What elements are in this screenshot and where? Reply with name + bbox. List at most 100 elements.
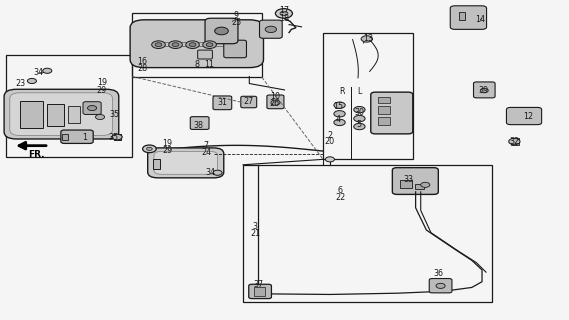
Text: 10: 10 bbox=[270, 92, 280, 101]
Text: 38: 38 bbox=[193, 121, 203, 130]
Circle shape bbox=[271, 100, 280, 105]
Text: 8: 8 bbox=[194, 60, 199, 69]
FancyBboxPatch shape bbox=[154, 151, 217, 174]
FancyBboxPatch shape bbox=[429, 278, 452, 293]
Text: 31: 31 bbox=[217, 98, 227, 107]
Text: 25: 25 bbox=[231, 19, 241, 28]
Text: 34: 34 bbox=[34, 68, 44, 77]
FancyBboxPatch shape bbox=[61, 130, 93, 143]
Text: 14: 14 bbox=[475, 15, 485, 24]
Text: 27: 27 bbox=[243, 97, 253, 106]
FancyBboxPatch shape bbox=[190, 117, 209, 129]
FancyBboxPatch shape bbox=[83, 102, 101, 115]
FancyBboxPatch shape bbox=[224, 40, 246, 58]
Text: 34: 34 bbox=[206, 168, 216, 177]
Text: 28: 28 bbox=[138, 64, 148, 73]
Circle shape bbox=[172, 43, 179, 47]
Bar bbox=[415, 184, 423, 189]
Bar bbox=[133, 13, 262, 76]
FancyBboxPatch shape bbox=[259, 20, 282, 38]
Text: 20: 20 bbox=[325, 137, 335, 146]
Text: 15: 15 bbox=[333, 102, 343, 111]
Text: 17: 17 bbox=[279, 6, 290, 15]
Text: 35: 35 bbox=[108, 133, 118, 142]
Bar bbox=[243, 165, 492, 302]
FancyBboxPatch shape bbox=[130, 20, 263, 68]
Circle shape bbox=[112, 134, 122, 140]
FancyBboxPatch shape bbox=[205, 18, 238, 44]
Text: FR.: FR. bbox=[28, 150, 44, 159]
Circle shape bbox=[436, 283, 445, 288]
FancyBboxPatch shape bbox=[10, 93, 113, 135]
Circle shape bbox=[275, 9, 292, 18]
Text: 16: 16 bbox=[138, 57, 147, 66]
Text: 21: 21 bbox=[250, 229, 260, 238]
Bar bbox=[62, 134, 68, 140]
FancyBboxPatch shape bbox=[506, 108, 542, 124]
FancyBboxPatch shape bbox=[450, 6, 486, 29]
Circle shape bbox=[147, 147, 152, 150]
Text: R: R bbox=[339, 87, 345, 96]
Circle shape bbox=[509, 138, 520, 145]
Text: 19: 19 bbox=[97, 78, 107, 87]
Text: 29: 29 bbox=[97, 86, 107, 95]
Text: 13: 13 bbox=[364, 35, 373, 44]
Text: 23: 23 bbox=[15, 79, 26, 88]
Circle shape bbox=[143, 145, 156, 153]
Text: 12: 12 bbox=[523, 112, 534, 121]
FancyBboxPatch shape bbox=[267, 95, 284, 109]
Circle shape bbox=[265, 26, 277, 33]
Circle shape bbox=[152, 41, 166, 49]
Bar bbox=[378, 106, 390, 114]
Circle shape bbox=[215, 27, 228, 35]
Bar bbox=[114, 134, 121, 140]
Text: 36: 36 bbox=[434, 269, 444, 278]
Circle shape bbox=[354, 116, 365, 122]
Text: 1: 1 bbox=[82, 133, 87, 142]
Circle shape bbox=[420, 182, 430, 188]
FancyBboxPatch shape bbox=[371, 92, 413, 134]
Circle shape bbox=[155, 43, 162, 47]
Text: 11: 11 bbox=[204, 60, 214, 69]
Text: 24: 24 bbox=[201, 148, 211, 157]
Circle shape bbox=[189, 43, 196, 47]
Circle shape bbox=[27, 78, 36, 84]
Text: 33: 33 bbox=[403, 175, 413, 184]
Circle shape bbox=[206, 43, 213, 47]
FancyBboxPatch shape bbox=[4, 89, 119, 139]
Bar bbox=[20, 101, 43, 128]
Bar bbox=[378, 97, 390, 103]
FancyBboxPatch shape bbox=[213, 96, 232, 110]
Circle shape bbox=[96, 115, 105, 120]
Bar bbox=[378, 117, 390, 125]
Circle shape bbox=[334, 102, 345, 108]
Bar bbox=[254, 287, 265, 296]
Text: 5: 5 bbox=[357, 120, 362, 130]
FancyBboxPatch shape bbox=[241, 96, 257, 108]
Text: 37: 37 bbox=[254, 280, 264, 289]
FancyBboxPatch shape bbox=[197, 50, 212, 59]
Text: 39: 39 bbox=[478, 86, 488, 95]
Circle shape bbox=[88, 106, 97, 111]
Circle shape bbox=[334, 111, 345, 117]
Circle shape bbox=[325, 157, 335, 162]
FancyBboxPatch shape bbox=[473, 82, 495, 98]
Text: 35: 35 bbox=[109, 110, 119, 119]
Bar bbox=[323, 33, 413, 159]
Text: 19: 19 bbox=[162, 139, 172, 148]
Bar bbox=[68, 106, 80, 123]
Text: 4: 4 bbox=[335, 115, 340, 124]
FancyBboxPatch shape bbox=[148, 148, 224, 178]
Text: L: L bbox=[357, 87, 362, 96]
Text: 7: 7 bbox=[204, 141, 209, 150]
FancyBboxPatch shape bbox=[393, 168, 438, 195]
Circle shape bbox=[334, 119, 345, 125]
Circle shape bbox=[361, 36, 373, 42]
Bar bbox=[6, 55, 133, 157]
Bar bbox=[153, 159, 160, 169]
Text: 18: 18 bbox=[279, 14, 290, 23]
Text: 29: 29 bbox=[162, 146, 172, 155]
Text: 22: 22 bbox=[335, 193, 345, 202]
Text: 3: 3 bbox=[253, 222, 258, 231]
Bar bbox=[459, 12, 465, 20]
